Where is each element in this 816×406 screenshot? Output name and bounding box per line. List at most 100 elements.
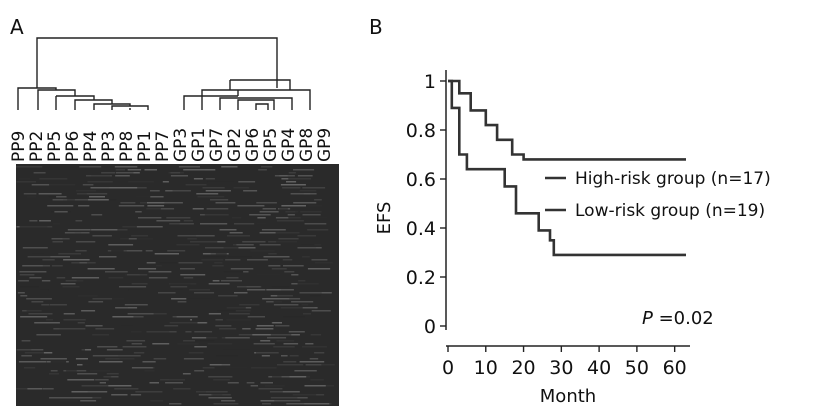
- heatmap-cell: [27, 349, 44, 351]
- heatmap-cell: [75, 220, 83, 222]
- heatmap-cell: [183, 358, 204, 360]
- heatmap-cell: [192, 208, 204, 210]
- heatmap-cell: [274, 400, 301, 402]
- heatmap-cell: [149, 382, 159, 384]
- heatmap-cell: [246, 286, 261, 288]
- heatmap-cell: [266, 301, 274, 303]
- dendrogram-branch: [237, 99, 275, 110]
- heatmap-cell: [147, 205, 165, 207]
- heatmap-cell: [222, 184, 248, 186]
- dendrogram-branch: [17, 87, 57, 110]
- heatmap-cell: [31, 184, 55, 186]
- heatmap-cell: [309, 358, 319, 360]
- heatmap-cell: [119, 286, 147, 288]
- heatmap-cell: [46, 319, 53, 321]
- heatmap-cell: [279, 208, 288, 210]
- heatmap-cell: [75, 250, 87, 252]
- heatmap-cell: [51, 265, 63, 267]
- heatmap-cell: [49, 304, 67, 306]
- heatmap-cell: [205, 178, 215, 180]
- heatmap-cell: [146, 208, 161, 210]
- heatmap-cell: [178, 262, 203, 264]
- heatmap-cell: [58, 253, 81, 255]
- heatmap-cell: [80, 400, 97, 402]
- heatmap-cell: [208, 313, 221, 315]
- heatmap-cell: [150, 190, 160, 192]
- heatmap-cell: [275, 232, 300, 234]
- heatmap-cell: [166, 217, 191, 219]
- heatmap-cell: [66, 370, 77, 372]
- heatmap-cell: [300, 217, 328, 219]
- heatmap-cell: [180, 268, 195, 270]
- heatmap-cell: [99, 361, 123, 363]
- heatmap-cell: [49, 184, 76, 186]
- heatmap-cell: [92, 334, 109, 336]
- heatmap-cell: [145, 250, 153, 252]
- heatmap-cell: [171, 298, 187, 300]
- heatmap-cell: [242, 337, 267, 339]
- heatmap-cell: [24, 367, 36, 369]
- heatmap-cell: [273, 289, 294, 291]
- legend-label: High-risk group (n=17): [575, 169, 771, 189]
- x-tick-label: 50: [625, 357, 649, 379]
- heatmap-cell: [16, 166, 43, 168]
- heatmap-cell: [277, 364, 304, 366]
- heatmap-cell: [247, 289, 266, 291]
- heatmap-cell: [301, 304, 309, 306]
- heatmap-cell: [88, 301, 104, 303]
- heatmap-cell: [228, 166, 250, 168]
- heatmap-cell: [202, 367, 215, 369]
- heatmap-cell: [292, 211, 299, 213]
- heatmap-cell: [258, 169, 267, 171]
- heatmap-cell: [71, 391, 89, 393]
- x-tick-label: 10: [474, 357, 498, 379]
- heatmap-cell: [63, 259, 90, 261]
- heatmap-cell: [92, 235, 112, 237]
- heatmap-cell: [273, 346, 295, 348]
- heatmap-cell: [215, 355, 238, 357]
- heatmap-cell: [26, 298, 52, 300]
- heatmap-cell: [179, 223, 194, 225]
- heatmap-cell: [208, 226, 225, 228]
- heatmap-cell: [17, 292, 25, 294]
- heatmap-cell: [214, 262, 223, 264]
- heatmap-cell: [170, 172, 181, 174]
- y-tick-label: 0: [424, 316, 436, 338]
- heatmap-cell: [103, 376, 112, 378]
- heatmap-cell: [144, 370, 155, 372]
- heatmap-cell: [219, 328, 237, 330]
- heatmap-cell: [38, 193, 62, 195]
- heatmap-cell: [170, 175, 188, 177]
- heatmap-cell: [19, 271, 47, 273]
- heatmap-cell: [291, 274, 299, 276]
- heatmap-cell: [221, 400, 236, 402]
- sample-label: GP2: [225, 128, 245, 162]
- heatmap-cell: [280, 307, 303, 309]
- heatmap-cell: [303, 403, 330, 405]
- heatmap-cell: [146, 262, 156, 264]
- dendrogram-branch: [219, 97, 293, 110]
- heatmap: [16, 164, 339, 406]
- heatmap-cell: [106, 349, 123, 351]
- heatmap-cell: [127, 313, 154, 315]
- heatmap-cell: [89, 196, 105, 198]
- heatmap-cell: [226, 277, 239, 279]
- heatmap-cell: [314, 244, 322, 246]
- heatmap-cell: [262, 403, 271, 405]
- heatmap-cell: [59, 400, 79, 402]
- sample-label: GP9: [315, 128, 335, 162]
- heatmap-cell: [311, 364, 335, 366]
- heatmap-cell: [200, 223, 228, 225]
- heatmap-cell: [135, 211, 142, 213]
- heatmap-cell: [138, 268, 157, 270]
- heatmap-cell: [195, 214, 204, 216]
- heatmap-cell: [247, 316, 265, 318]
- heatmap-cell: [27, 256, 56, 258]
- heatmap-cell: [128, 238, 137, 240]
- heatmap-cell: [215, 202, 236, 204]
- heatmap-cell: [109, 187, 138, 189]
- heatmap-cell: [261, 355, 270, 357]
- heatmap-cell: [86, 193, 108, 195]
- heatmap-cell: [293, 202, 317, 204]
- heatmap-cell: [297, 235, 316, 237]
